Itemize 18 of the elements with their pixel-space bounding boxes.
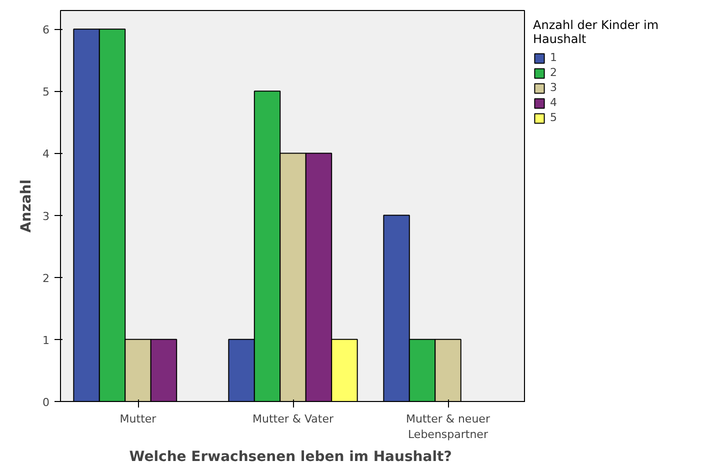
y-tick-label: 2 [42,272,50,285]
legend-label: 1 [550,51,558,64]
y-tick-label: 5 [42,86,50,99]
y-tick-label: 3 [42,210,50,223]
y-tick-label: 1 [42,334,50,347]
x-axis-title: Welche Erwachsenen leben im Haushalt? [129,449,452,466]
legend-label: 5 [550,111,558,124]
x-tick-label: Mutter & Vater [252,412,334,426]
x-tick-label: Mutter & neuer Lebenspartner [406,412,490,442]
legend-title: Anzahl der Kinder im Haushalt [533,18,659,46]
y-tick-label: 0 [42,396,50,409]
y-tick-label: 6 [42,24,50,37]
legend-label: 4 [550,96,558,109]
y-tick-label: 4 [42,148,50,161]
y-axis-title: Anzahl [18,179,34,233]
x-tick-label: Mutter [120,412,157,426]
legend-label: 2 [550,66,558,79]
legend-label: 3 [550,81,558,94]
